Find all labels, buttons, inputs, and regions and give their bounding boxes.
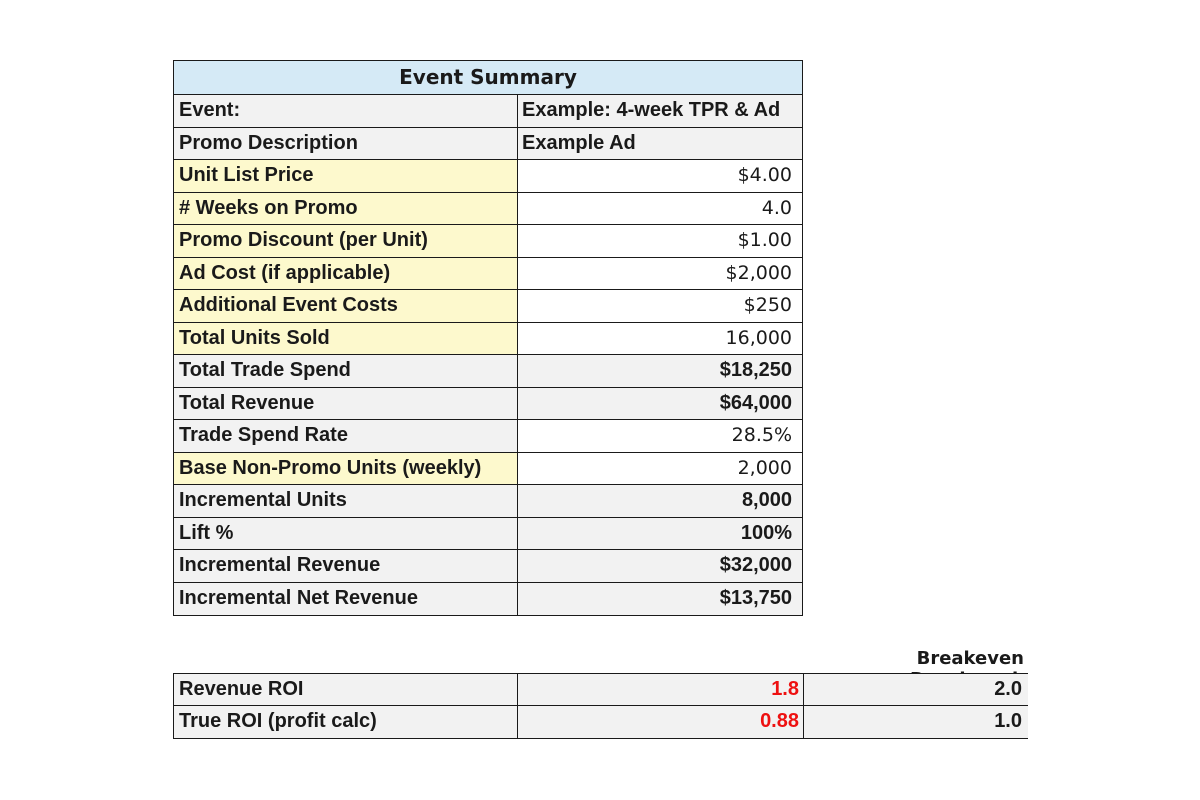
lift-percent-label: Lift % xyxy=(174,517,518,549)
revenue-roi-benchmark: 2.0 xyxy=(804,674,1028,705)
row-trade-spend-rate: Trade Spend Rate 28.5% xyxy=(174,420,802,453)
promo-description-label: Promo Description xyxy=(174,127,518,159)
event-label: Event: xyxy=(174,95,518,127)
row-total-trade-spend: Total Trade Spend $18,250 xyxy=(174,355,802,388)
row-unit-list-price: Unit List Price $4.00 xyxy=(174,160,802,193)
incremental-revenue-value: $32,000 xyxy=(719,554,792,576)
true-roi-label: True ROI (profit calc) xyxy=(174,706,518,738)
row-lift-percent: Lift % 100% xyxy=(174,517,802,550)
incremental-net-revenue-label: Incremental Net Revenue xyxy=(174,582,518,615)
row-total-revenue: Total Revenue $64,000 xyxy=(174,387,802,420)
lift-percent-value: 100% xyxy=(740,521,792,544)
row-incremental-units: Incremental Units 8,000 xyxy=(174,485,802,518)
ad-cost-label: Ad Cost (if applicable) xyxy=(174,257,518,289)
unit-list-price-value[interactable]: $4.00 xyxy=(518,160,802,192)
trade-spend-rate-label: Trade Spend Rate xyxy=(174,420,518,452)
weeks-on-promo-value[interactable]: 4.0 xyxy=(518,192,802,224)
ad-cost-value[interactable]: $2,000 xyxy=(518,257,802,289)
event-summary-title: Event Summary xyxy=(174,61,802,95)
revenue-roi-value: 1.8 xyxy=(518,674,804,705)
event-value[interactable]: Example: 4-week TPR & Ad xyxy=(522,99,781,121)
row-event: Event: Example: 4-week TPR & Ad xyxy=(174,95,802,128)
row-additional-event-costs: Additional Event Costs $250 xyxy=(174,290,802,323)
promo-discount-label: Promo Discount (per Unit) xyxy=(174,225,518,257)
total-trade-spend-value: $18,250 xyxy=(719,359,792,381)
row-total-units-sold: Total Units Sold 16,000 xyxy=(174,322,802,355)
row-revenue-roi: Revenue ROI 1.8 2.0 xyxy=(174,674,1028,706)
additional-event-costs-label: Additional Event Costs xyxy=(174,290,518,322)
base-non-promo-units-value[interactable]: 2,000 xyxy=(518,452,802,484)
roi-table: Revenue ROI 1.8 2.0 True ROI (profit cal… xyxy=(173,673,1028,739)
row-ad-cost: Ad Cost (if applicable) $2,000 xyxy=(174,257,802,290)
row-promo-description: Promo Description Example Ad xyxy=(174,127,802,160)
revenue-roi-label: Revenue ROI xyxy=(174,674,518,705)
true-roi-value: 0.88 xyxy=(518,706,804,738)
total-trade-spend-label: Total Trade Spend xyxy=(174,355,518,387)
trade-spend-rate-value: 28.5% xyxy=(518,420,802,452)
total-units-sold-value[interactable]: 16,000 xyxy=(518,322,802,354)
total-revenue-label: Total Revenue xyxy=(174,387,518,419)
row-weeks-on-promo: # Weeks on Promo 4.0 xyxy=(174,192,802,225)
incremental-units-label: Incremental Units xyxy=(174,485,518,517)
base-non-promo-units-label: Base Non-Promo Units (weekly) xyxy=(174,452,518,484)
row-base-non-promo-units: Base Non-Promo Units (weekly) 2,000 xyxy=(174,452,802,485)
true-roi-benchmark: 1.0 xyxy=(804,706,1028,738)
promo-description-value[interactable]: Example Ad xyxy=(522,131,636,154)
row-true-roi: True ROI (profit calc) 0.88 1.0 xyxy=(174,706,1028,738)
row-incremental-net-revenue: Incremental Net Revenue $13,750 xyxy=(174,582,802,615)
event-summary-table: Event Summary Event: Example: 4-week TPR… xyxy=(173,60,803,616)
unit-list-price-label: Unit List Price xyxy=(174,160,518,192)
incremental-units-value: 8,000 xyxy=(741,489,792,511)
promo-discount-value[interactable]: $1.00 xyxy=(518,225,802,257)
weeks-on-promo-label: # Weeks on Promo xyxy=(174,192,518,224)
total-revenue-value: $64,000 xyxy=(719,391,792,414)
incremental-net-revenue-value: $13,750 xyxy=(719,586,792,609)
incremental-revenue-label: Incremental Revenue xyxy=(174,550,518,582)
row-promo-discount: Promo Discount (per Unit) $1.00 xyxy=(174,225,802,258)
row-incremental-revenue: Incremental Revenue $32,000 xyxy=(174,550,802,583)
additional-event-costs-value[interactable]: $250 xyxy=(518,290,802,322)
total-units-sold-label: Total Units Sold xyxy=(174,322,518,354)
